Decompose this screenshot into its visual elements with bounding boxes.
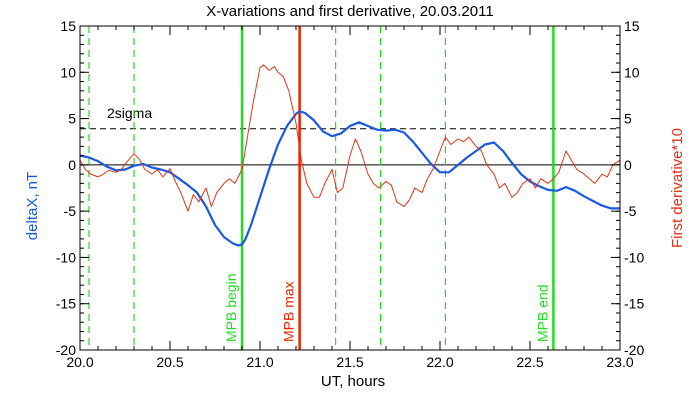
y-tick-label-left-7: -20	[56, 342, 76, 358]
y-tick-label-right-7: -20	[624, 342, 644, 358]
sigma-label: 2sigma	[107, 105, 152, 121]
marker-label-7: MPB end	[534, 284, 550, 342]
y-tick-label-left-5: -10	[56, 249, 76, 265]
x-tick-label-5: 22.5	[516, 354, 543, 370]
y-tick-label-left-0: 15	[60, 18, 76, 34]
y-tick-label-left-3: 0	[68, 157, 76, 173]
right-y-axis-label: First derivative*10	[669, 128, 686, 248]
marker-label-3: MPB max	[281, 281, 297, 342]
chart-title: X-variations and first derivative, 20.03…	[206, 3, 493, 20]
plot-area: 2sigma MPB begin MPB max MPB end 20.0 20.5 21.…	[56, 18, 645, 370]
y-tick-label-right-5: -10	[624, 249, 644, 265]
y-tick-label-left-4: -5	[64, 203, 77, 219]
series-line-derivative	[79, 64, 621, 212]
y-tick-label-right-4: -5	[624, 203, 637, 219]
y-tick-label-left-2: 5	[68, 111, 76, 127]
x-tick-label-0: 20.0	[66, 354, 93, 370]
y-tick-label-left-6: -15	[56, 296, 76, 312]
y-tick-label-left-1: 10	[60, 64, 76, 80]
y-tick-label-right-3: 0	[624, 157, 632, 173]
x-axis-label: UT, hours	[321, 373, 385, 390]
x-tick-label-3: 21.5	[336, 354, 363, 370]
x-tick-label-4: 22.0	[426, 354, 453, 370]
y-tick-label-right-1: 10	[624, 64, 640, 80]
x-tick-label-2: 21.0	[246, 354, 273, 370]
y-tick-label-right-6: -15	[624, 296, 644, 312]
x-tick-label-6: 23.0	[606, 354, 633, 370]
x-tick-label-1: 20.5	[156, 354, 183, 370]
y-tick-label-right-0: 15	[624, 18, 640, 34]
series-line-deltaX	[79, 110, 620, 247]
left-y-axis-label: deltaX, nT	[24, 172, 41, 240]
marker-label-2: MPB begin	[223, 274, 239, 342]
y-tick-label-right-2: 5	[624, 111, 632, 127]
